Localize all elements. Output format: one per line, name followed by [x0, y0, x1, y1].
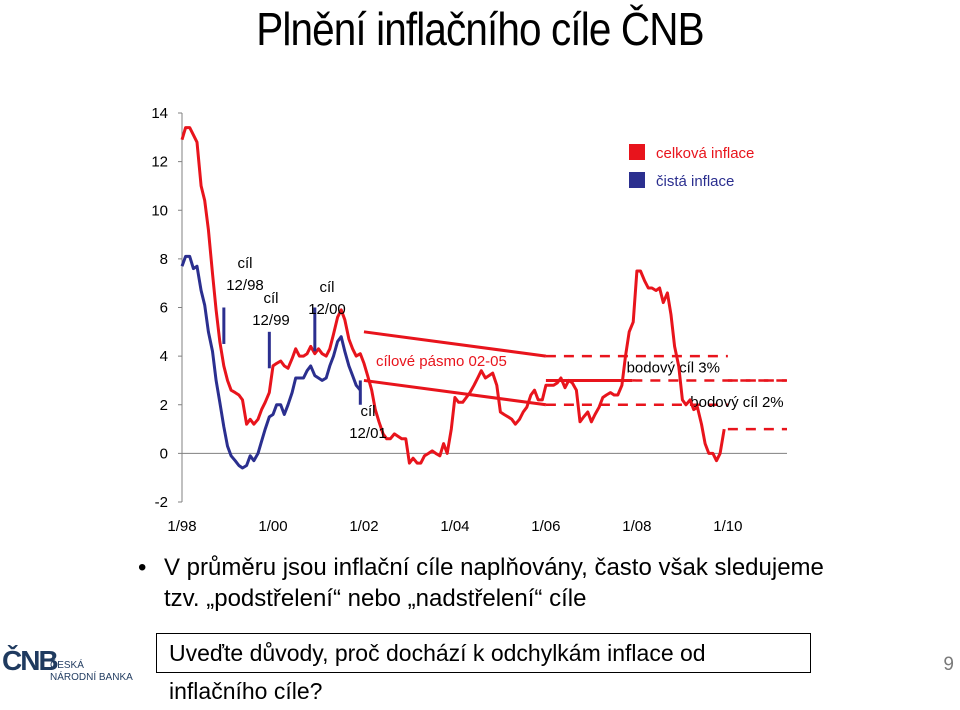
page-number: 9	[943, 654, 954, 675]
target-marker-label: 12/99	[252, 312, 290, 329]
x-tick-label: 1/10	[713, 518, 742, 535]
cnb-logo: ČNB ČESKÁ NÁRODNÍ BANKA	[2, 645, 133, 683]
bullet-dot: •	[138, 554, 147, 581]
x-tick-label: 1/00	[258, 518, 287, 535]
bullet-point: • V průměru jsou inflační cíle naplňován…	[138, 552, 858, 614]
target-marker-label: 12/01	[349, 425, 387, 442]
target-marker-label: 12/00	[308, 301, 346, 318]
y-tick-label: 10	[151, 202, 168, 219]
logo-line-2: NÁRODNÍ BANKA	[50, 672, 133, 683]
band-label: cílové pásmo 02-05	[376, 353, 507, 370]
target-marker-label: cíl	[361, 403, 376, 420]
y-tick-label: 6	[160, 300, 168, 317]
target-marker-label: cíl	[264, 290, 279, 307]
legend-label: čistá inflace	[656, 173, 734, 190]
y-tick-label: 4	[160, 348, 168, 365]
bullet-text: V průměru jsou inflační cíle naplňovány,…	[164, 554, 824, 612]
y-tick-label: 12	[151, 154, 168, 171]
band-upper-line	[363, 330, 547, 358]
logo-line-1: ČESKÁ	[50, 660, 84, 671]
y-tick-label: 8	[160, 251, 168, 268]
legend-label: celková inflace	[656, 145, 754, 162]
y-tick-label: 0	[160, 445, 168, 462]
y-axis: 14 12 10 8 6 4 2 0 -2	[151, 105, 183, 511]
x-tick-label: 1/02	[349, 518, 378, 535]
x-tick-label: 1/08	[622, 518, 651, 535]
target-marker-label: cíl	[320, 279, 335, 296]
series-line-headline	[180, 126, 726, 465]
y-tick-label: 2	[160, 397, 168, 414]
band-lower-line	[363, 378, 547, 407]
y-tick-label: 14	[151, 105, 168, 122]
x-axis: 1/98 1/00 1/02 1/04 1/06 1/08 1/10	[167, 452, 787, 535]
y-tick-label: -2	[155, 494, 168, 511]
x-tick-label: 1/98	[167, 518, 196, 535]
target-2-label: bodový cíl 2%	[690, 394, 783, 411]
target-lines: cílové pásmo 02-05 bodový cíl 3% bodový cí…	[363, 330, 787, 431]
series-line-core	[180, 254, 362, 470]
x-tick-label: 1/04	[440, 518, 469, 535]
slide-title: Plnění inflačního cíle ČNB	[256, 3, 704, 55]
legend: celková inflace čistá inflace	[629, 144, 754, 190]
target-marker-label: 12/98	[226, 277, 264, 294]
legend-swatch	[629, 144, 645, 160]
series-lines	[180, 126, 726, 470]
target-marker-label: cíl	[238, 255, 253, 272]
legend-swatch	[629, 172, 645, 188]
question-box: Uveďte důvody, proč dochází k odchylkám …	[156, 633, 811, 704]
target-3-label: bodový cíl 3%	[627, 359, 720, 376]
logo-mark: ČNB	[2, 645, 59, 676]
x-tick-label: 1/06	[531, 518, 560, 535]
